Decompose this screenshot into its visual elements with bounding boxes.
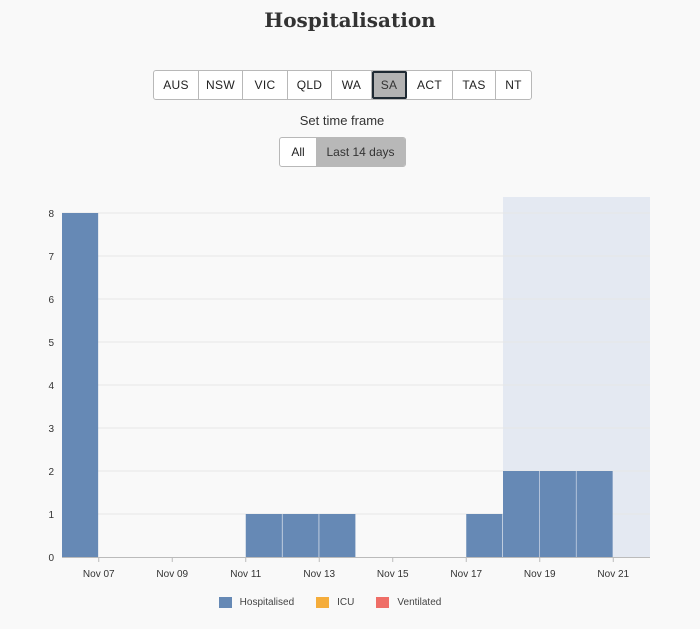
y-tick-label: 5 [48, 338, 54, 349]
chart-legend: Hospitalised ICU Ventilated [0, 597, 660, 608]
x-tick-label: Nov 13 [303, 569, 335, 580]
bar-hospitalised [245, 514, 282, 557]
region-tab-nt[interactable]: NT [505, 78, 522, 92]
legend-swatch-hospitalised [218, 597, 232, 608]
legend-swatch-ventilated [376, 597, 390, 608]
region-tab-vic[interactable]: VIC [243, 71, 288, 99]
region-tab-tas[interactable]: TAS [453, 71, 496, 99]
bar-hospitalised [62, 213, 99, 557]
bar-hospitalised [503, 471, 540, 557]
region-selector: AUS NSW VIC QLD WA SA ACT TAS NT [153, 70, 532, 100]
legend-swatch-icu [316, 597, 330, 608]
chart-title: Hospitalisation [264, 8, 436, 32]
x-tick-label: Nov 07 [83, 569, 115, 580]
y-tick-label: 2 [48, 467, 54, 478]
time-frame-label: Set time frame [299, 113, 385, 128]
bar-hospitalised [466, 514, 503, 557]
x-tick-label: Nov 19 [524, 569, 556, 580]
legend-label: ICU [337, 597, 355, 608]
y-tick-label: 7 [48, 252, 54, 263]
region-tab-act[interactable]: ACT [407, 71, 453, 99]
y-tick-label: 8 [48, 209, 54, 220]
region-tab-nsw[interactable]: NSW [199, 71, 243, 99]
y-tick-label: 3 [48, 424, 54, 435]
region-tab-sa[interactable]: SA [372, 71, 407, 99]
time-frame-all-button[interactable]: All [291, 145, 305, 159]
x-tick-label: Nov 09 [156, 569, 188, 580]
legend-label: Ventilated [397, 597, 442, 608]
x-tick-label: Nov 11 [230, 569, 261, 580]
x-tick-label: Nov 21 [597, 569, 629, 580]
y-tick-label: 1 [48, 510, 54, 521]
time-frame-toggle: All Last 14 days [279, 137, 406, 167]
bar-hospitalised [282, 514, 319, 557]
y-tick-label: 6 [48, 295, 54, 306]
region-tab-wa[interactable]: WA [332, 71, 372, 99]
y-tick-label: 4 [48, 381, 54, 392]
legend-label: Hospitalised [239, 597, 295, 608]
time-frame-last-14-days-button[interactable]: Last 14 days [316, 138, 405, 166]
x-tick-label: Nov 17 [450, 569, 482, 580]
y-tick-label: 0 [48, 553, 54, 564]
legend-item-hospitalised: Hospitalised [218, 597, 295, 608]
bar-hospitalised [319, 514, 356, 557]
region-tab-aus[interactable]: AUS [154, 71, 199, 99]
bar-hospitalised [576, 471, 613, 557]
bar-hospitalised [539, 471, 576, 557]
region-tab-qld[interactable]: QLD [288, 71, 332, 99]
legend-item-ventilated: Ventilated [376, 597, 441, 608]
x-tick-label: Nov 15 [377, 569, 409, 580]
legend-item-icu: ICU [316, 597, 354, 608]
